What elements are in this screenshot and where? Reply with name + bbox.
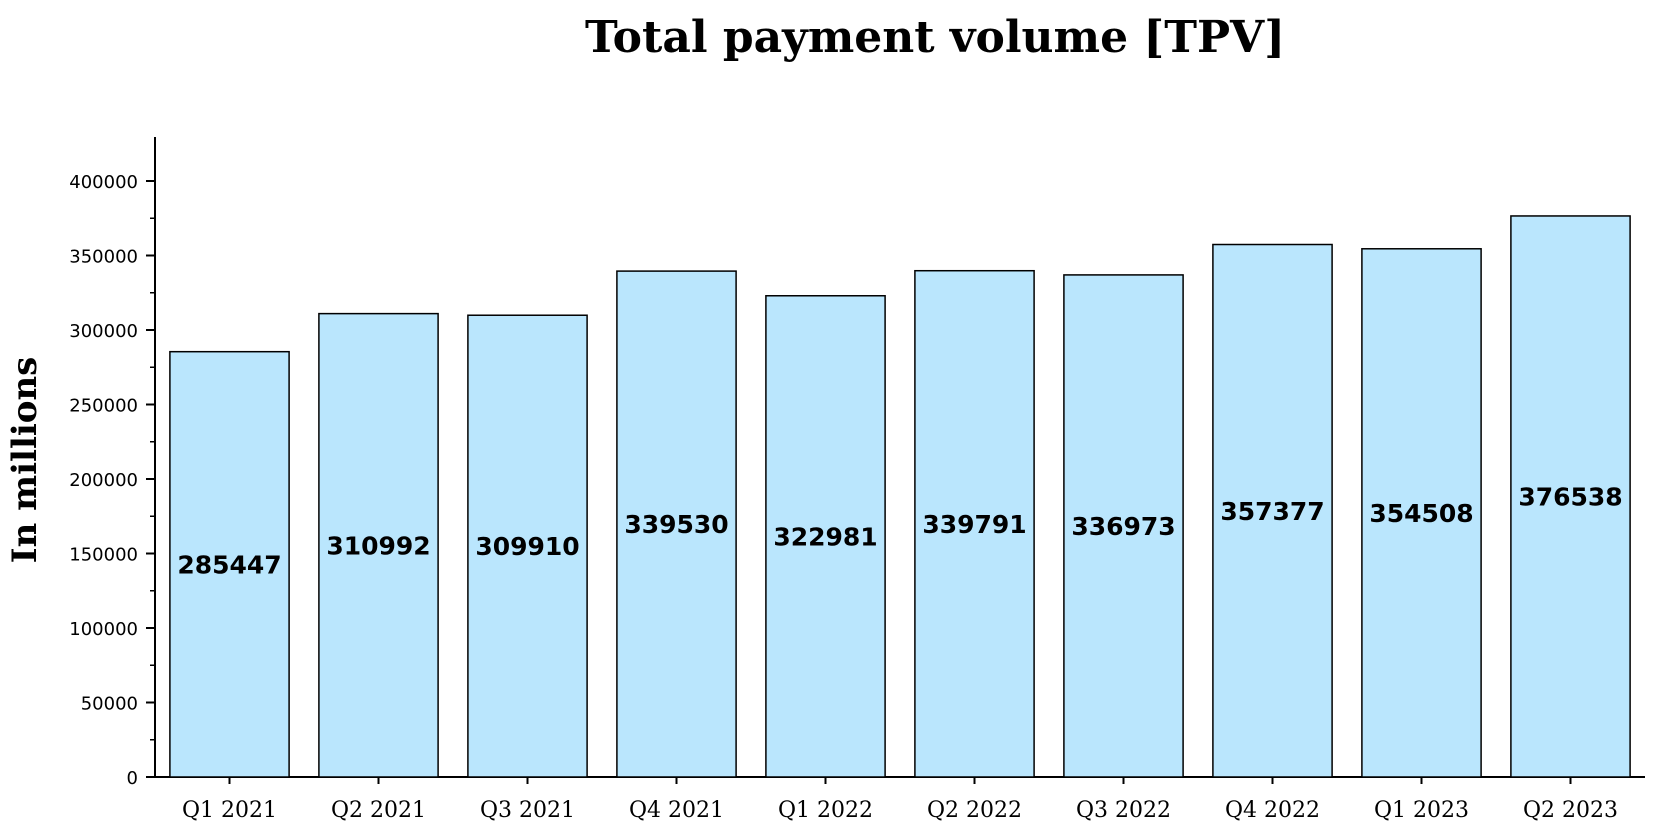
y-tick-label: 150000 xyxy=(69,545,138,566)
bar xyxy=(1361,248,1482,778)
chart-title: Total payment volume [TPV] xyxy=(585,12,1285,63)
bar xyxy=(1063,274,1184,778)
x-tick-label: Q1 2023 xyxy=(1374,798,1469,823)
y-tick-label: 200000 xyxy=(69,470,138,491)
data-label: 357377 xyxy=(1220,497,1324,526)
bar xyxy=(1510,215,1631,778)
y-tick-label: 400000 xyxy=(69,172,138,193)
x-tick-label: Q1 2022 xyxy=(778,798,873,823)
bar xyxy=(765,295,886,778)
y-tick-label: 250000 xyxy=(69,396,138,417)
data-label: 339530 xyxy=(624,510,728,539)
y-axis-label: In millions xyxy=(5,357,45,564)
x-tick-label: Q4 2022 xyxy=(1225,798,1320,823)
y-tick-label: 350000 xyxy=(69,247,138,268)
y-tick-label: 50000 xyxy=(81,694,138,715)
x-tick-label: Q2 2023 xyxy=(1523,798,1618,823)
data-label: 339791 xyxy=(922,510,1026,539)
bar xyxy=(616,270,737,778)
y-tick-label: 100000 xyxy=(69,619,138,640)
bar xyxy=(467,314,588,778)
x-axis: Q1 2021 Q2 2021 Q3 2021 Q4 2021 Q1 2022 Q2 20… xyxy=(155,776,1645,823)
y-tick-label: 0 xyxy=(127,768,138,789)
data-label: 322981 xyxy=(773,522,877,551)
data-label: 376538 xyxy=(1518,482,1622,511)
x-tick-label: Q4 2021 xyxy=(629,798,724,823)
x-tick-label: Q2 2021 xyxy=(331,798,426,823)
data-label: 309910 xyxy=(475,532,579,561)
y-axis: 0 50000 100000 150000 200000 250000 300000 3500… xyxy=(69,137,156,789)
bar xyxy=(1212,243,1333,778)
bar xyxy=(914,269,1035,778)
x-tick-label: Q3 2021 xyxy=(480,798,575,823)
bar xyxy=(169,350,290,778)
data-label: 285447 xyxy=(177,550,281,579)
bar xyxy=(318,312,439,778)
data-label: 336973 xyxy=(1071,512,1175,541)
y-tick-label: 300000 xyxy=(69,321,138,342)
bar-series: 285447 310992 309910 339530 322981 339791 3369… xyxy=(169,215,1631,778)
data-label: 354508 xyxy=(1369,499,1473,528)
data-label: 310992 xyxy=(326,531,430,560)
x-tick-label: Q1 2021 xyxy=(182,798,277,823)
x-tick-label: Q3 2022 xyxy=(1076,798,1171,823)
x-tick-label: Q2 2022 xyxy=(927,798,1022,823)
